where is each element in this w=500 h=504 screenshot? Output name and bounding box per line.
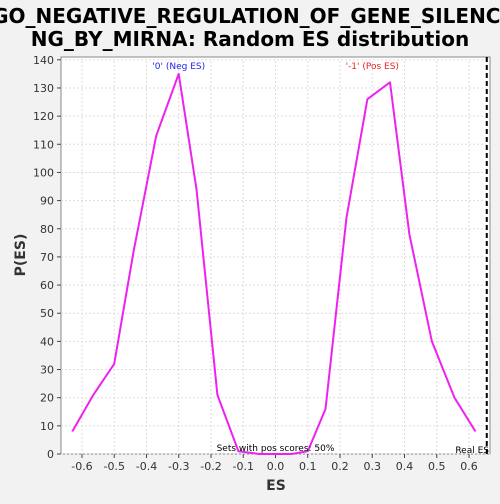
y-tick-label: 60 — [40, 279, 54, 292]
y-tick-label: 100 — [33, 166, 54, 179]
x-tick-label: 0.2 — [331, 460, 349, 473]
y-axis-label: P(ES) — [13, 234, 29, 277]
x-tick-label: 0.4 — [396, 460, 414, 473]
y-tick-label: 120 — [33, 110, 54, 123]
x-axis-ticks: -0.6 -0.5 -0.4 -0.3 -0.2 -0.1 0.0 0.1 0.2 0.3 0.4 0… — [71, 454, 478, 473]
y-tick-label: 130 — [33, 82, 54, 95]
grid-lines — [61, 57, 490, 455]
x-tick-label: 0.5 — [428, 460, 446, 473]
neg-es-annotation: '0' (Neg ES) — [152, 62, 205, 72]
x-tick-label: -0.1 — [233, 460, 254, 473]
y-tick-label: 40 — [40, 335, 54, 348]
y-tick-label: 80 — [40, 223, 54, 236]
x-tick-label: -0.5 — [103, 460, 124, 473]
y-tick-label: 20 — [40, 392, 54, 405]
y-tick-label: 0 — [47, 448, 54, 461]
x-tick-label: 0.6 — [460, 460, 478, 473]
y-tick-label: 70 — [40, 251, 54, 264]
x-tick-label: -0.6 — [71, 460, 92, 473]
real-es-label: Real ES — [455, 446, 489, 456]
x-tick-label: -0.3 — [168, 460, 189, 473]
y-tick-label: 10 — [40, 420, 54, 433]
y-tick-label: 110 — [33, 138, 54, 151]
series-layer — [71, 72, 477, 455]
y-tick-label: 140 — [33, 54, 54, 67]
x-tick-label: 0.0 — [267, 460, 285, 473]
series-line — [71, 72, 477, 455]
x-axis-label: ES — [266, 478, 286, 494]
chart-title-line-1: GO_NEGATIVE_REGULATION_OF_GENE_SILENCI — [0, 4, 500, 28]
y-tick-label: 90 — [40, 195, 54, 208]
y-axis-ticks: 0 10 20 30 40 50 60 70 80 90 100 110 120 130 140 — [33, 54, 61, 461]
pos-scores-annotation: Sets with pos scores: 50% — [217, 444, 335, 454]
y-tick-label: 30 — [40, 364, 54, 377]
chart-title-line-2: NG_BY_MIRNA: Random ES distribution — [31, 27, 469, 51]
x-tick-label: 0.3 — [364, 460, 382, 473]
y-tick-label: 50 — [40, 307, 54, 320]
x-tick-label: -0.4 — [136, 460, 157, 473]
pos-es-annotation: '-1' (Pos ES) — [346, 62, 399, 72]
x-tick-label: 0.1 — [299, 460, 317, 473]
x-tick-label: -0.2 — [200, 460, 221, 473]
